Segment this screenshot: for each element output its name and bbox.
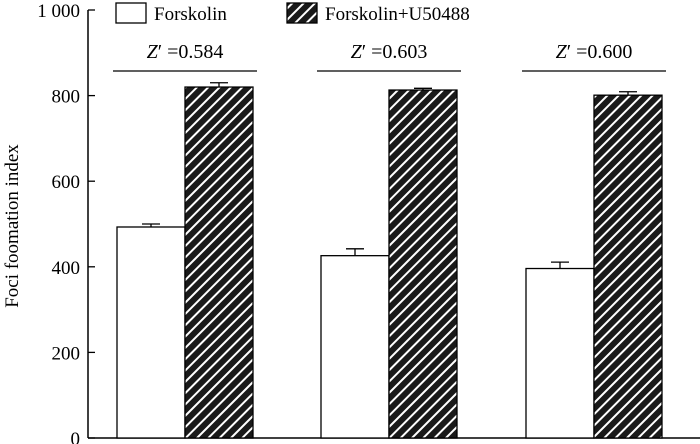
z-factor-label: Z′ =0.584: [147, 41, 224, 63]
z-factor-label: Z′ =0.600: [556, 41, 633, 63]
bar-forskolin: [525, 267, 595, 439]
legend: Forskolin Forskolin+U50488: [115, 2, 470, 25]
y-tick-label: 200: [52, 343, 81, 364]
y-tick-label: 1 000: [37, 1, 80, 22]
legend-swatch-forskolin-u50488: [286, 2, 318, 24]
annotations: Z′ =0.584 Z′ =0.603 Z′ =0.600: [113, 41, 666, 72]
bar-forskolin: [320, 255, 390, 439]
bars: [116, 82, 663, 439]
bar-forskolin-u50488: [184, 86, 254, 439]
legend-label-forskolin-u50488: Forskolin+U50488: [325, 4, 470, 25]
y-axis-label: Foci foomation index: [2, 144, 23, 308]
y-tick-label: 400: [52, 258, 81, 279]
legend-swatch-forskolin: [115, 2, 147, 24]
y-tick-label: 600: [52, 172, 81, 193]
bar-forskolin: [116, 226, 186, 439]
y-tick-label: 800: [52, 87, 81, 108]
bar-forskolin-u50488: [593, 94, 663, 439]
z-factor-label: Z′ =0.603: [351, 41, 428, 63]
y-tick-label: 0: [71, 429, 81, 444]
bar-forskolin-u50488: [388, 89, 458, 439]
legend-label-forskolin: Forskolin: [154, 4, 227, 25]
